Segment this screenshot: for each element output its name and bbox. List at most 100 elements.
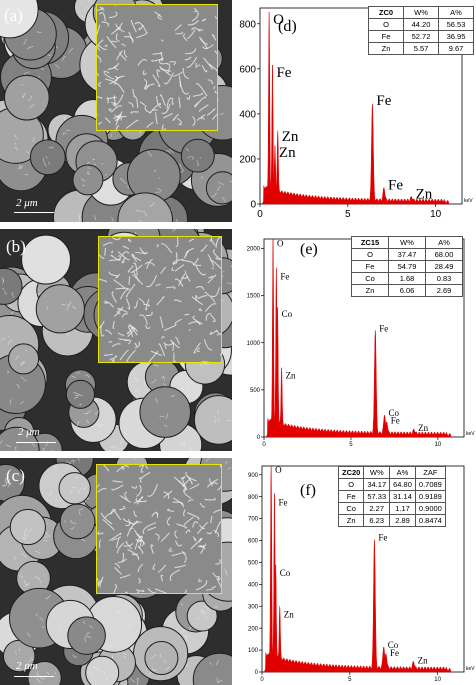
table-cell: 2.27 <box>363 502 391 515</box>
nanosheet-flake <box>105 676 108 681</box>
nanosheet-flake <box>209 237 213 242</box>
nanosheet-flake <box>156 69 161 78</box>
x-tick-label: 10 <box>430 209 442 220</box>
panel-label-d: (d) <box>278 18 297 35</box>
nanosheet-flake <box>134 389 140 392</box>
table-cell: ZC20 <box>337 466 365 479</box>
nanosheet-flake <box>102 242 113 247</box>
nanosheet-flake <box>153 364 159 367</box>
nanosheet-flake <box>160 574 164 582</box>
table-cell: Zn <box>337 514 365 527</box>
nanosheet-flake <box>99 6 105 12</box>
nanosheet-flake <box>106 97 109 104</box>
nanosheet-flake <box>217 409 219 416</box>
nanosheet-flake <box>69 460 75 464</box>
table-cell: O <box>337 478 365 491</box>
nanosheet-flake <box>191 156 194 160</box>
nanosheet-flake <box>97 73 99 77</box>
table-cell: A% <box>425 236 463 249</box>
nanosheet-flake <box>8 5 13 10</box>
nanosheet-flake <box>79 403 82 406</box>
table-cell: ZC15 <box>351 236 389 249</box>
nanosheet-flake <box>172 229 177 233</box>
nanosheet-flake <box>112 94 124 106</box>
nanosheet-flake <box>138 297 145 306</box>
nanosheet-flake <box>205 458 210 462</box>
nanosheet-flake <box>4 290 8 295</box>
nanosheet-flake <box>204 497 216 501</box>
microsphere <box>192 652 232 685</box>
nanosheet-flake <box>115 33 120 42</box>
nanosheet-flake <box>125 541 132 550</box>
table-cell: 28.49 <box>425 260 463 273</box>
nanosheet-flake <box>101 163 104 165</box>
table-cell: 64.80 <box>389 478 416 491</box>
nanosheet-flake <box>195 83 208 97</box>
nanosheet-flake <box>211 192 217 198</box>
nanosheet-flake <box>48 491 53 497</box>
peak-label-fe: Fe <box>391 416 400 426</box>
nanosheet-flake <box>70 519 77 524</box>
nanosheet-flake <box>197 617 200 620</box>
nanosheet-flake <box>114 75 121 79</box>
nanosheet-flake <box>168 547 173 552</box>
nanosheet-flake <box>180 169 185 173</box>
nanosheet-flake <box>145 465 149 470</box>
nanosheet-flake <box>204 363 210 366</box>
table-row: Co 2.27 1.17 0.9000 <box>337 502 446 515</box>
nanosheet-flake <box>98 12 106 22</box>
nanosheet-flake <box>118 448 124 450</box>
nanosheet-flake <box>132 270 140 283</box>
sem-inset-texture <box>97 5 217 130</box>
microsphere <box>8 343 40 375</box>
nanosheet-flake <box>201 361 211 362</box>
nanosheet-flake <box>83 486 86 490</box>
nanosheet-flake <box>230 264 232 268</box>
nanosheet-flake <box>158 343 166 357</box>
sem-image-c: (c) 2 μm <box>0 458 232 685</box>
nanosheet-flake <box>215 330 220 336</box>
nanosheet-flake <box>199 524 206 530</box>
nanosheet-flake <box>115 124 120 130</box>
nanosheet-flake <box>165 413 169 420</box>
nanosheet-flake <box>109 11 118 19</box>
sem-inset-texture <box>97 465 221 593</box>
table-cell: W% <box>388 236 426 249</box>
nanosheet-flake <box>136 32 148 39</box>
nanosheet-flake <box>111 355 118 362</box>
nanosheet-flake <box>20 362 24 367</box>
nanosheet-flake <box>18 647 21 652</box>
scale-bar <box>14 676 54 677</box>
nanosheet-flake <box>102 518 115 531</box>
nanosheet-flake <box>82 621 86 625</box>
nanosheet-flake <box>197 295 208 300</box>
nanosheet-flake <box>157 564 167 573</box>
nanosheet-flake <box>163 324 177 331</box>
nanosheet-flake <box>100 512 113 525</box>
peak-label-zn: Zn <box>279 145 296 161</box>
nanosheet-flake <box>139 471 151 483</box>
nanosheet-flake <box>2 279 5 285</box>
nanosheet-flake <box>195 265 207 276</box>
nanosheet-flake <box>123 49 128 58</box>
nanosheet-flake <box>179 81 189 95</box>
nanosheet-flake <box>43 157 46 164</box>
nanosheet-flake <box>144 85 150 91</box>
nanosheet-flake <box>112 654 114 659</box>
nanosheet-flake <box>80 14 86 19</box>
composition-table-zc15: ZC15 W% A% O 37.47 68.00 Fe 54.79 28.49 … <box>351 236 463 297</box>
microsphere <box>35 284 85 334</box>
nanosheet-flake <box>154 398 158 404</box>
nanosheet-flake <box>138 537 142 549</box>
y-tick-label: 700 <box>248 517 259 523</box>
nanosheet-flake <box>159 94 166 107</box>
nanosheet-flake <box>101 21 110 27</box>
microsphere <box>186 600 218 632</box>
nanosheet-flake <box>139 314 148 325</box>
nanosheet-flake <box>160 266 166 274</box>
nanosheet-flake <box>131 485 137 489</box>
nanosheet-flake <box>23 71 30 76</box>
nanosheet-flake <box>99 576 104 588</box>
nanosheet-flake <box>35 551 41 554</box>
nanosheet-flake <box>185 529 191 534</box>
